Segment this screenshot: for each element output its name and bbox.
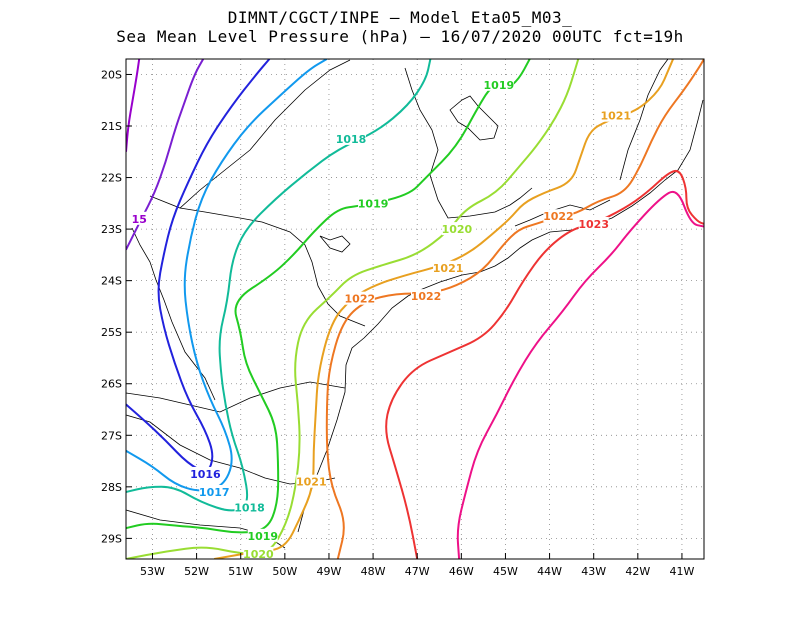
isobar-1016 [126, 59, 271, 472]
lat-tick-label: 26S [101, 378, 122, 391]
isobar-label-1016: 1016 [190, 468, 221, 481]
isobar-label-1019: 1019 [484, 79, 515, 92]
lon-tick-label: 43W [581, 565, 606, 578]
lon-tick-label: 47W [405, 565, 430, 578]
isobar-label-1019: 1019 [358, 197, 389, 210]
isobar-label-1022: 1022 [543, 210, 574, 223]
isobar-label-bg [483, 77, 514, 91]
isobar-label-bg [411, 289, 442, 303]
border-sp-mg [404, 67, 533, 219]
border-mg-rj [514, 199, 611, 227]
isobar-label-bg [358, 196, 389, 210]
paraguay-river [131, 227, 216, 401]
isobar-label-1017: 1017 [199, 486, 230, 499]
border-mg-es [619, 59, 669, 181]
isobar-label-1019: 1019 [247, 530, 278, 543]
latitude-axis: 20S 21S 22S 23S 24S 25S 26S 27S 28S 29S [101, 68, 132, 545]
isobars [126, 59, 704, 559]
isobar-label-bg [296, 474, 327, 488]
border-sc-pr [126, 381, 346, 413]
isobar-label-bg [441, 222, 472, 236]
isobar-label-1021: 1021 [433, 262, 464, 275]
lon-tick-label: 48W [361, 565, 386, 578]
isobar-label-1022: 1022 [411, 290, 442, 303]
isobar-label-1021: 1021 [600, 110, 631, 123]
lon-tick-label: 45W [493, 565, 518, 578]
lon-tick-label: 44W [537, 565, 562, 578]
lat-tick-label: 28S [101, 481, 122, 494]
isobar-1023 [385, 169, 704, 559]
lat-tick-label: 20S [101, 68, 122, 81]
isobar-1015b [126, 59, 205, 251]
isobar-label-1018: 1018 [234, 501, 265, 514]
border-pr-sp [179, 207, 366, 327]
isobar-label-bg [344, 291, 375, 305]
lon-tick-label: 41W [670, 565, 695, 578]
isobar-1018 [126, 59, 432, 512]
chart-title-line1: DIMNT/CGCT/INPE – Model Eta05_M03_ [227, 8, 573, 27]
isobar-label-1018: 1018 [336, 133, 367, 146]
isobar-label-1015: 15 [132, 213, 147, 226]
isobar-label-bg [433, 260, 464, 274]
isobar-1017 [126, 59, 328, 492]
lon-tick-label: 51W [228, 565, 253, 578]
isobar-label-bg [247, 528, 278, 542]
lat-tick-label: 23S [101, 223, 122, 236]
river-lakes-southwest [319, 235, 351, 253]
lon-tick-label: 50W [272, 565, 297, 578]
isobar-label-1020: 1020 [243, 548, 274, 561]
plot-frame [125, 58, 705, 560]
isobar-1019 [126, 59, 531, 534]
isobar-labels: 15 1016 1017 1018 1019 1020 1021 1022 1023 1018 10… [131, 77, 631, 561]
chart-title-line2: Sea Mean Level Pressure (hPa) – 16/07/20… [116, 27, 684, 46]
isobar-label-bg [336, 131, 367, 145]
isobar-label-1023: 1023 [578, 218, 609, 231]
lat-tick-label: 27S [101, 429, 122, 442]
isobar-label-bg [243, 546, 274, 560]
isobar-label-bg [600, 108, 631, 122]
lon-tick-label: 52W [184, 565, 209, 578]
lat-tick-label: 21S [101, 120, 122, 133]
lon-tick-label: 46W [449, 565, 474, 578]
border-ms-sp [149, 59, 351, 209]
isobar-label-bg [234, 500, 265, 514]
isobar-label-bg [131, 211, 148, 225]
isobar-label-1020: 1020 [442, 223, 473, 236]
isobar-label-bg [578, 216, 609, 230]
lat-tick-label: 24S [101, 275, 122, 288]
isobar-label-bg [199, 484, 230, 498]
isobar-label-1022: 1022 [345, 293, 376, 306]
isobar-label-bg [543, 209, 574, 223]
isobar-1015 [126, 59, 141, 152]
river-lakes-north [449, 95, 499, 141]
lat-tick-label: 22S [101, 172, 122, 185]
isobar-1022 [325, 59, 704, 559]
isobar-1021 [214, 59, 675, 559]
lon-tick-label: 53W [140, 565, 165, 578]
isobar-label-1021: 1021 [296, 476, 327, 489]
lon-tick-label: 49W [317, 565, 342, 578]
lat-tick-label: 25S [101, 326, 122, 339]
lon-tick-label: 42W [625, 565, 650, 578]
isobar-label-bg [190, 466, 221, 480]
longitude-axis: 53W 52W 51W 50W 49W 48W 47W 46W 45W 44W 43W 42W 41W [140, 553, 694, 578]
isobar-1024 [456, 190, 704, 559]
lat-tick-label: 29S [101, 532, 122, 545]
